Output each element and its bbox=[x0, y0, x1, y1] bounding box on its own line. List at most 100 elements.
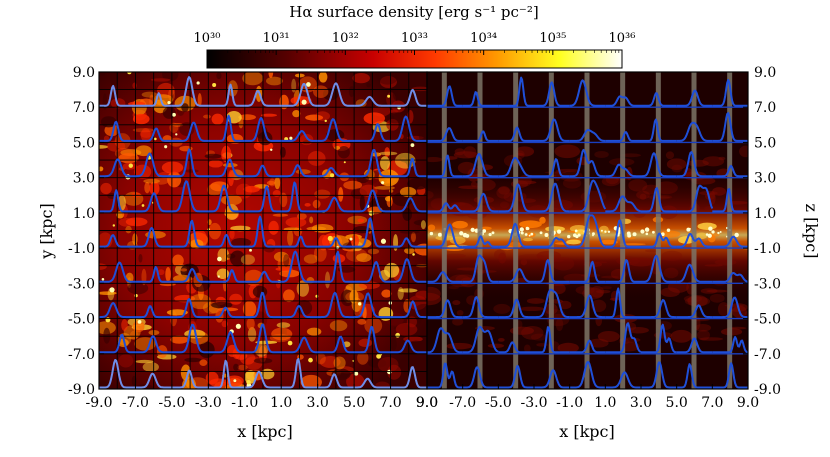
bright-knot bbox=[270, 148, 273, 152]
spectrum-profile bbox=[244, 164, 282, 178]
colorbar-tick-label: 10³⁶ bbox=[609, 31, 636, 46]
spectrum-profile bbox=[317, 373, 355, 389]
bright-knot bbox=[525, 226, 529, 231]
emission-region bbox=[390, 337, 397, 351]
emission-region bbox=[448, 202, 475, 217]
spectrum-profile bbox=[712, 296, 748, 319]
velocity-stripe bbox=[477, 72, 483, 389]
spectrum-profile bbox=[569, 339, 606, 354]
colorbar-tick-label: 10³³ bbox=[401, 31, 428, 46]
bright-knot bbox=[112, 224, 116, 227]
emission-region bbox=[381, 289, 392, 298]
bright-knot bbox=[491, 231, 495, 235]
bright-knot bbox=[520, 231, 524, 235]
x-tick-label: 5.0 bbox=[343, 395, 365, 411]
spectrum-profile bbox=[208, 269, 245, 283]
bright-knot bbox=[358, 302, 362, 306]
edge-on-frame bbox=[426, 71, 749, 390]
face-on-ylabel: y [kpc] bbox=[37, 203, 56, 260]
emission-region bbox=[696, 329, 710, 341]
spectrum-profile bbox=[427, 299, 463, 319]
emission-region bbox=[418, 128, 427, 143]
emission-region bbox=[107, 140, 126, 152]
emission-region bbox=[555, 168, 581, 172]
emission-region bbox=[315, 111, 330, 121]
emission-region bbox=[211, 113, 224, 125]
spectrum-profile bbox=[99, 359, 136, 389]
emission-region bbox=[473, 196, 494, 204]
emission-region bbox=[229, 228, 235, 240]
emission-region bbox=[620, 153, 642, 158]
emission-region bbox=[350, 188, 368, 200]
emission-region bbox=[458, 185, 483, 189]
spectrum-profile bbox=[569, 294, 606, 319]
edge-on-grid bbox=[427, 106, 748, 355]
emission-region bbox=[519, 306, 545, 312]
emission-region bbox=[246, 317, 255, 331]
spectrum-profile bbox=[244, 215, 282, 248]
emission-region bbox=[266, 180, 276, 186]
emission-region bbox=[99, 321, 116, 335]
bright-knot bbox=[212, 83, 217, 88]
emission-region bbox=[601, 176, 621, 187]
spectrum-profile bbox=[641, 232, 677, 248]
bright-knot bbox=[707, 233, 712, 238]
emission-region bbox=[237, 364, 248, 371]
bright-knot bbox=[164, 145, 168, 149]
emission-region bbox=[350, 234, 360, 248]
emission-region bbox=[398, 288, 418, 293]
bright-knot bbox=[308, 357, 313, 363]
emission-region bbox=[717, 302, 730, 316]
emission-region bbox=[427, 292, 442, 306]
emission-region bbox=[269, 178, 276, 187]
spectrum-profile bbox=[135, 192, 172, 213]
bright-knot bbox=[289, 136, 293, 140]
emission-region bbox=[312, 199, 321, 209]
emission-region bbox=[303, 254, 319, 264]
x-tick-label: -9.0 bbox=[86, 395, 113, 411]
emission-region bbox=[364, 317, 383, 334]
bright-knot bbox=[604, 230, 607, 233]
emission-region bbox=[545, 226, 565, 232]
emission-region bbox=[132, 82, 137, 89]
spectrum-profile bbox=[390, 157, 427, 178]
emission-region bbox=[149, 94, 155, 108]
emission-region bbox=[407, 178, 427, 190]
spectrum-profile bbox=[641, 118, 677, 142]
spectrum-profile bbox=[244, 117, 282, 142]
emission-region bbox=[229, 293, 243, 305]
bright-knot bbox=[101, 278, 105, 281]
y-tick-label: 5.0 bbox=[754, 135, 776, 151]
spectrum-profile bbox=[534, 81, 570, 107]
emission-region bbox=[628, 179, 648, 192]
y-tick-label: -5.0 bbox=[68, 312, 95, 328]
bright-knot bbox=[287, 340, 293, 346]
emission-region bbox=[453, 151, 479, 159]
bright-knot bbox=[381, 181, 385, 185]
emission-region bbox=[162, 106, 176, 119]
spectrum-profile bbox=[281, 181, 318, 213]
emission-region bbox=[118, 153, 139, 164]
emission-region bbox=[337, 145, 350, 159]
face-on-spectra bbox=[99, 76, 427, 389]
y-tick-label: -3.0 bbox=[68, 276, 95, 292]
spectrum-profile bbox=[498, 222, 534, 248]
emission-region bbox=[315, 352, 326, 365]
y-tick-label: 7.0 bbox=[73, 100, 95, 116]
spectrum-profile bbox=[462, 153, 499, 178]
emission-region bbox=[661, 250, 683, 262]
bright-knot bbox=[734, 232, 739, 238]
emission-region bbox=[279, 192, 288, 208]
spectrum-profile bbox=[390, 339, 427, 354]
emission-region bbox=[687, 159, 709, 167]
bright-knot bbox=[217, 256, 222, 262]
spectrum-profile bbox=[498, 341, 534, 354]
spectrum-profile bbox=[171, 76, 209, 107]
bright-knot bbox=[640, 229, 645, 234]
emission-region bbox=[702, 156, 725, 167]
face-on-panel: -9.0 -7.0 -5.0 -3.0 -1.0 1.0 3.0 5.0 7.0 9.0 9.0 7.… bbox=[37, 65, 438, 441]
emission-region bbox=[292, 110, 301, 118]
spectrum-profile bbox=[135, 305, 172, 319]
emission-region bbox=[132, 113, 150, 125]
emission-region bbox=[359, 195, 365, 211]
